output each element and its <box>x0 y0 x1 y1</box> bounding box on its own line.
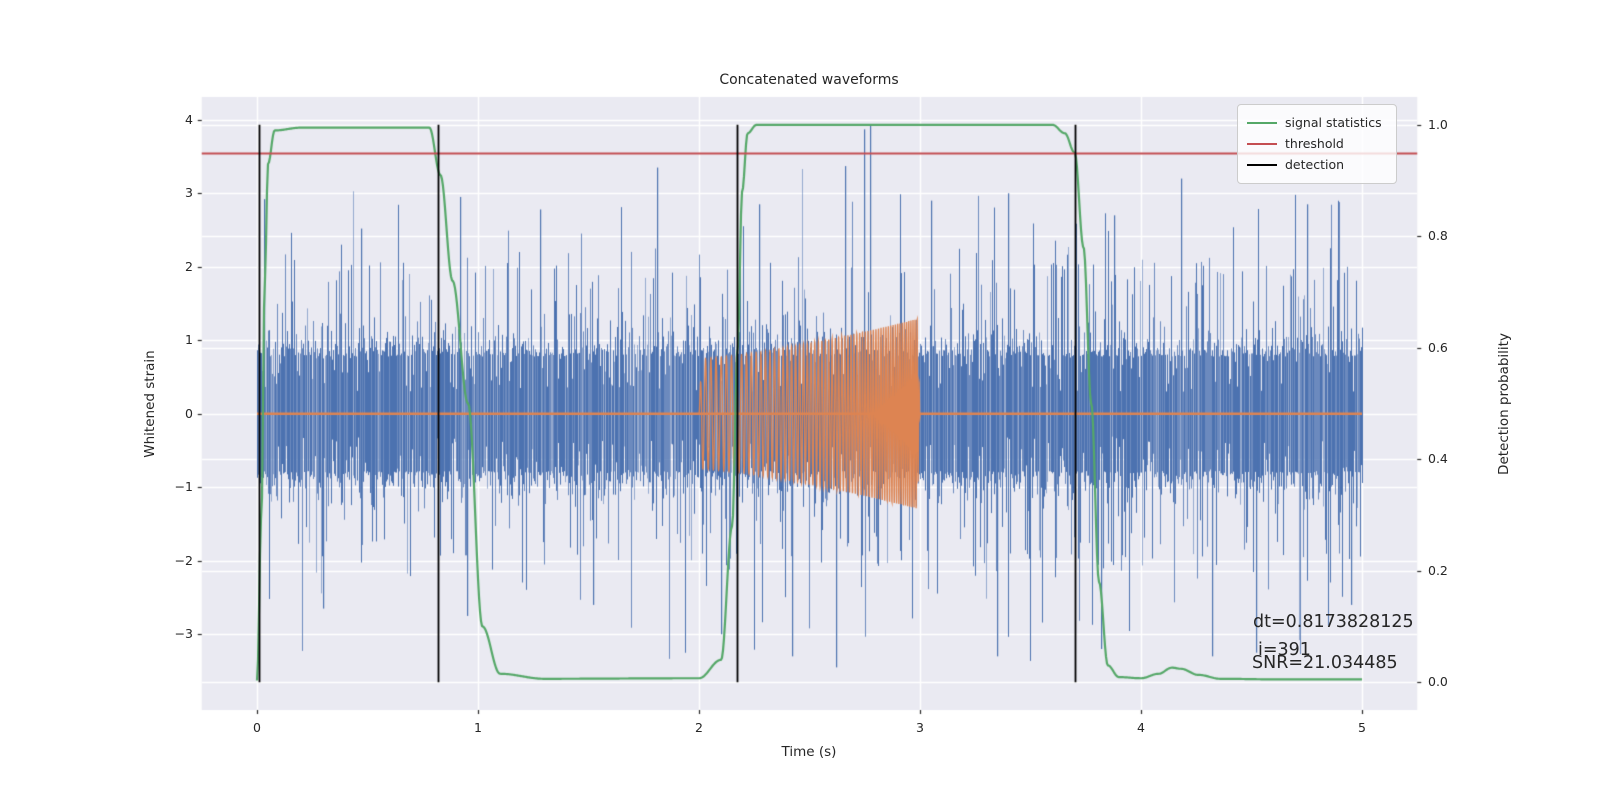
y-axis-label-left: Whitened strain <box>142 350 158 458</box>
legend-item-detection: detection <box>1247 154 1387 175</box>
y-tick-label-left: 0 <box>185 405 193 421</box>
legend-label: threshold <box>1285 136 1344 151</box>
y-tick-label-left: −3 <box>174 626 193 642</box>
x-tick-label: 5 <box>1358 720 1366 735</box>
legend-item-signal-statistics: signal statistics <box>1247 112 1387 133</box>
y-tick-label-left: −2 <box>174 552 193 568</box>
y-tick-label-right: 0.0 <box>1428 674 1448 690</box>
annotation-i: i=391 <box>1258 640 1311 660</box>
legend-line-swatch-red <box>1247 142 1277 145</box>
x-tick-label: 0 <box>253 720 261 735</box>
y-tick-label-right: 0.6 <box>1428 339 1448 355</box>
x-tick-label: 1 <box>474 720 482 735</box>
y-tick-label-right: 0.4 <box>1428 451 1448 467</box>
y-tick-label-left: 1 <box>185 332 193 348</box>
y-tick-label-right: 1.0 <box>1428 116 1448 132</box>
y-tick-label-left: −1 <box>174 479 193 495</box>
y-tick-label-right: 0.8 <box>1428 228 1448 244</box>
y-tick-label-left: 2 <box>185 258 193 274</box>
y-axis-label-right: Detection probability <box>1496 333 1512 475</box>
x-tick-label: 3 <box>916 720 924 735</box>
annotation-dt: dt=0.8173828125 <box>1253 612 1414 632</box>
x-axis-label: Time (s) <box>781 744 837 760</box>
chart-title: Concatenated waveforms <box>719 72 899 88</box>
y-tick-label-left: 4 <box>185 111 193 127</box>
legend: signal statistics threshold detection <box>1237 104 1397 184</box>
x-tick-label: 4 <box>1137 720 1145 735</box>
y-tick-label-right: 0.2 <box>1428 562 1448 578</box>
legend-label: signal statistics <box>1285 115 1382 130</box>
x-tick-label: 2 <box>695 720 703 735</box>
annotation-snr: SNR=21.034485 <box>1252 653 1398 673</box>
legend-item-threshold: threshold <box>1247 133 1387 154</box>
y-tick-label-left: 3 <box>185 185 193 201</box>
legend-label: detection <box>1285 157 1345 172</box>
legend-line-swatch-black <box>1247 163 1277 166</box>
legend-line-swatch-green <box>1247 121 1277 124</box>
